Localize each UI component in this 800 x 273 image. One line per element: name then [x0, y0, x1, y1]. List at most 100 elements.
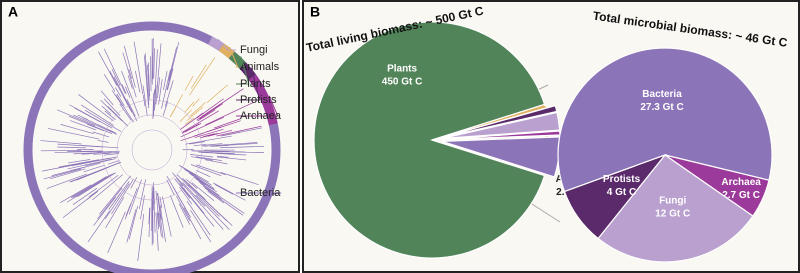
- tree-branch: [184, 101, 195, 113]
- tree-branch: [104, 110, 116, 121]
- tree-branch: [192, 98, 200, 107]
- tree: [23, 21, 281, 273]
- tree-branch: [88, 174, 119, 198]
- tree-branch: [190, 164, 222, 177]
- tree-branch: [169, 195, 184, 228]
- tree-branch: [155, 190, 159, 218]
- tree-branch: [186, 200, 211, 236]
- tree-branch: [200, 152, 236, 155]
- tree-branch: [107, 106, 129, 127]
- tree-branch: [154, 85, 157, 111]
- tree-branch: [202, 88, 244, 117]
- tree-branch: [179, 112, 204, 130]
- pie-slice: [563, 153, 667, 240]
- tree-branch: [153, 48, 155, 79]
- tree-branch: [67, 158, 112, 170]
- value-label: 27.3 Gt C: [640, 102, 683, 113]
- tree-branch: [77, 172, 116, 198]
- tree-branch: [167, 68, 174, 91]
- panel-label: A: [8, 4, 18, 20]
- tree-branch: [179, 109, 192, 122]
- tree-inner: [131, 129, 173, 171]
- tree-branch: [157, 43, 162, 85]
- tree-branch: [98, 51, 118, 86]
- tree-branch: [57, 157, 110, 169]
- tree-branch: [196, 156, 222, 162]
- tree-branch: [166, 179, 175, 196]
- tree-branch: [116, 93, 125, 107]
- tree-branch: [134, 70, 141, 93]
- tree-branch: [93, 196, 116, 226]
- tree-branch: [97, 152, 110, 155]
- panel-a-frame: [0, 0, 300, 273]
- tree-branch: [107, 160, 120, 165]
- tree-branch: [85, 158, 117, 167]
- tree-branch: [68, 115, 113, 135]
- tree-branch: [220, 172, 259, 185]
- tree-branch: [196, 98, 224, 119]
- tree-branch: [97, 187, 123, 220]
- tree-branch: [109, 70, 131, 110]
- tree-branch: [103, 98, 121, 117]
- tree-branch: [100, 100, 123, 122]
- tree-branch: [83, 164, 105, 173]
- tree-branch: [69, 104, 113, 129]
- tree-branch: [67, 159, 91, 164]
- tree-branch: [147, 64, 150, 100]
- tree-branch: [216, 125, 262, 137]
- leader-line: [236, 56, 250, 85]
- tree-branch: [203, 186, 222, 200]
- tree-branch: [193, 176, 218, 193]
- tree-branch: [40, 140, 82, 145]
- tree-branch: [162, 100, 169, 116]
- tree-branch: [203, 133, 215, 137]
- tree-branch: [190, 174, 203, 182]
- tree-branch: [84, 109, 122, 132]
- tree-branch: [97, 124, 114, 133]
- tree-branch: [178, 203, 191, 225]
- tree-branch: [183, 207, 202, 240]
- tree-branch: [72, 173, 112, 198]
- tree-ring: [23, 21, 281, 273]
- tree-branch: [111, 69, 121, 86]
- tree-branch: [195, 178, 206, 186]
- tree-branch: [207, 129, 233, 137]
- tree-branch: [189, 57, 216, 96]
- tree-branch: [101, 105, 112, 115]
- tree-branch: [122, 52, 137, 98]
- tree-branch: [46, 173, 87, 189]
- tree-branch: [72, 187, 98, 205]
- tree-branch: [197, 109, 216, 122]
- tree-branch: [103, 48, 126, 94]
- tree-branch: [97, 140, 109, 143]
- tree-branch: [216, 156, 247, 161]
- group-label: Animals: [240, 61, 280, 73]
- tree-branch: [199, 103, 224, 120]
- slice-label: Bacteria: [642, 89, 682, 100]
- leader-line: [229, 46, 239, 68]
- tree-branch: [92, 174, 123, 201]
- tree-branch: [126, 99, 136, 117]
- pie-slice: [441, 111, 561, 140]
- tree-branch: [190, 209, 212, 243]
- slice-label: Archaea: [721, 177, 761, 188]
- pie-slice: [441, 104, 558, 139]
- group-label: Archaea: [240, 110, 282, 122]
- tree-branch: [196, 170, 211, 178]
- tree-branch: [60, 184, 92, 203]
- tree-branch: [74, 172, 115, 198]
- tree-branch: [152, 190, 154, 244]
- tree-branch: [200, 133, 218, 139]
- tree-branch: [43, 168, 82, 180]
- slice-label: Plants: [387, 63, 417, 74]
- tree-branch: [128, 205, 139, 240]
- tree-branch: [148, 207, 151, 238]
- tree-branch: [176, 195, 191, 222]
- tree-branch: [121, 71, 140, 117]
- tree-branch: [190, 64, 207, 89]
- tree-branch: [184, 122, 202, 133]
- tree-branch: [161, 69, 171, 109]
- tree-branch: [97, 150, 120, 153]
- tree-branch: [137, 213, 145, 262]
